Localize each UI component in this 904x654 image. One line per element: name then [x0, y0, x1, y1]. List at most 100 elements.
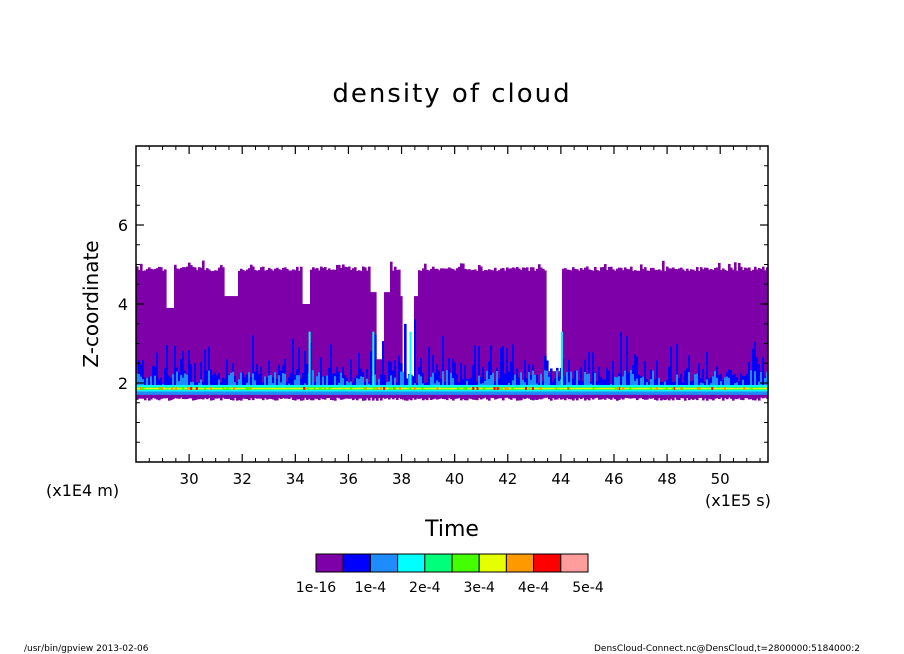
cloud-blue-strip: [234, 375, 237, 385]
cloud-body-strip: [580, 268, 583, 400]
cloud-hot-spot: [364, 386, 367, 390]
cloud-body-strip: [240, 268, 243, 401]
cloud-lightblue-strip: [568, 382, 571, 386]
cloud-lightblue-strip: [742, 379, 745, 386]
cloud-body-strip: [362, 266, 365, 401]
cloud-blue-strip: [656, 360, 659, 385]
cloud-lightblue-strip: [610, 383, 613, 386]
cloud-blue-strip: [328, 367, 331, 385]
cloud-body-strip: [750, 270, 753, 400]
cloud-body-strip: [392, 270, 395, 400]
cloud-body-strip: [698, 271, 701, 398]
cloud-lightblue-strip: [182, 377, 185, 386]
cloud-lightblue-strip: [590, 383, 593, 386]
cloud-body-strip: [726, 271, 729, 400]
cloud-body-strip: [426, 269, 429, 401]
cloud-lightblue-strip: [532, 370, 535, 386]
cloud-blue-strip: [688, 355, 691, 385]
cloud-lightblue-strip: [186, 374, 189, 386]
cloud-body-strip: [704, 267, 707, 399]
cloud-lightblue-strip: [264, 376, 267, 386]
cloud-blue-strip: [426, 382, 429, 385]
cloud-blue-strip: [392, 370, 395, 385]
cloud-body-strip: [484, 269, 487, 398]
cloud-blue-strip: [310, 342, 313, 385]
cloud-body-strip: [226, 296, 229, 399]
cloud-body-strip: [228, 296, 231, 399]
cloud-lightblue-strip: [508, 382, 511, 386]
cloud-hot-spot: [159, 386, 162, 390]
cloud-lightblue-strip: [350, 381, 353, 386]
cloud-body-strip: [436, 268, 439, 400]
cloud-body-strip: [232, 296, 235, 401]
cloud-lightblue-strip: [140, 376, 143, 386]
cloud-hot-spot: [170, 386, 173, 390]
cloud-hot-spot: [511, 386, 514, 390]
cloud-body-strip: [470, 270, 473, 399]
colorbar-label: 1e-4: [355, 580, 387, 596]
cloud-blue-strip: [156, 352, 159, 385]
cloud-blue-strip: [280, 370, 283, 385]
cloud-hot-spot: [655, 386, 658, 390]
cloud-body-strip: [260, 267, 263, 399]
cloud-body-strip: [444, 268, 447, 400]
cloud-body-strip: [602, 266, 605, 399]
cloud-body-strip: [176, 268, 179, 399]
cloud-body-strip: [744, 267, 747, 399]
cloud-blue-strip: [366, 368, 369, 385]
cloud-blue-strip: [490, 345, 493, 385]
cloud-lightblue-strip: [452, 377, 455, 386]
cloud-blue-strip: [752, 348, 755, 385]
colorbar-label: 4e-4: [518, 580, 550, 596]
cloud-blue-strip: [662, 382, 665, 385]
cloud-blue-strip: [464, 365, 467, 385]
cloud-lightblue-strip: [180, 374, 183, 386]
cloud-body-strip: [164, 269, 167, 399]
cloud-body-strip: [626, 269, 629, 398]
cloud-lightblue-strip: [284, 373, 287, 386]
cloud-lightblue-strip: [304, 383, 307, 386]
cloud-blue-strip: [552, 381, 555, 385]
cloud-body-strip: [694, 270, 697, 399]
cloud-lightblue-strip: [530, 379, 533, 386]
cloud-body-strip: [336, 264, 339, 398]
cloud-body-strip: [248, 268, 251, 401]
cloud-blue-strip: [224, 378, 227, 385]
cloud-body-strip: [272, 270, 275, 400]
cloud-body-strip: [138, 270, 141, 399]
cloud-lightblue-strip: [296, 375, 299, 386]
cloud-body-strip: [244, 271, 247, 399]
cloud-lightblue-strip: [418, 374, 421, 386]
cloud-body-strip: [708, 269, 711, 399]
cloud-blue-strip: [244, 377, 247, 385]
cloud-blue-strip: [702, 369, 705, 385]
cloud-blue-strip: [574, 371, 577, 385]
cloud-body-strip: [172, 307, 175, 400]
cloud-body-strip: [668, 268, 671, 401]
cloud-lightblue-strip: [402, 371, 405, 386]
cloud-hot-spot: [306, 386, 309, 390]
cloud-lightblue-strip: [616, 377, 619, 386]
cloud-body-strip: [348, 266, 351, 399]
cloud-blue-strip: [218, 372, 221, 385]
cloud-body-strip: [498, 270, 501, 399]
cloud-lightblue-strip: [520, 372, 523, 386]
cloud-lightblue-strip: [138, 374, 141, 386]
cloud-blue-strip: [416, 382, 419, 385]
cloud-lightblue-strip: [254, 380, 257, 386]
cloud-hot-spot: [711, 386, 714, 390]
cloud-body-strip: [144, 270, 147, 401]
cloud-blue-strip: [336, 367, 339, 385]
cloud-body-strip: [738, 262, 741, 399]
cloud-hot-spot: [436, 386, 439, 390]
cloud-blue-strip: [470, 377, 473, 385]
cloud-blue-strip: [620, 332, 623, 385]
cloud-lightblue-strip: [312, 370, 315, 386]
cloud-body-strip: [512, 267, 515, 399]
cloud-body-strip: [236, 296, 239, 401]
cloud-blue-strip: [542, 380, 545, 385]
cloud-blue-strip: [634, 354, 637, 385]
cloud-body-strip: [284, 267, 287, 399]
cloud-blue-strip: [692, 380, 695, 385]
cloud-body-strip: [292, 269, 295, 401]
